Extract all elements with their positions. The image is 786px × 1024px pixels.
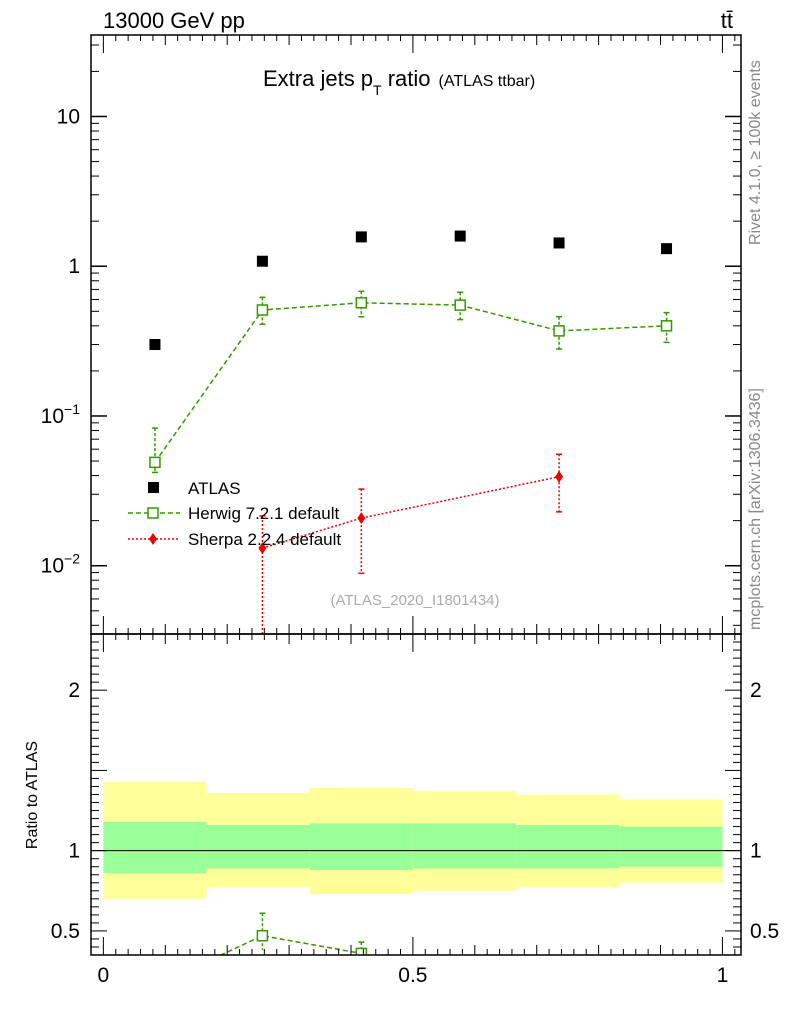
main-ytick-label-0: 10 xyxy=(57,105,80,128)
analysis-watermark: (ATLAS_2020_I1801434) xyxy=(330,592,499,609)
rivet-label: Rivet 4.1.0, ≥ 100k events xyxy=(747,60,764,245)
ratio-ylabel: Ratio to ATLAS xyxy=(24,741,41,849)
legend-marker-herwig xyxy=(147,507,159,519)
atlas-point-2 xyxy=(355,231,367,243)
herwig-line xyxy=(154,302,667,463)
legend: ATLAS Herwig 7.2.1 default Sherpa 2.2.4 … xyxy=(128,479,341,549)
ratio-ytick-label-left-2: 0.5 xyxy=(51,920,80,943)
band-inner-3 xyxy=(412,823,517,869)
herwig-point-3 xyxy=(454,299,466,311)
ratio-ytick-label-right-2: 0.5 xyxy=(750,920,779,943)
atlas-point-5 xyxy=(661,243,673,255)
chart-title: Extra jets pT ratio (ATLAS ttbar) xyxy=(263,66,535,98)
main-ytick-label-1: 1 xyxy=(68,255,80,278)
atlas-point-3 xyxy=(454,230,466,242)
energy-label: 13000 GeV pp xyxy=(103,8,245,33)
herwig-point-5 xyxy=(660,320,673,332)
mcplots-label: mcplots.cern.ch [arXiv:1306.3436] xyxy=(747,388,764,630)
herwig-point-0 xyxy=(149,456,161,469)
herwig-point-4 xyxy=(553,325,565,337)
atlas-point-4 xyxy=(553,237,565,249)
main-ytick-exp-3: −2 xyxy=(64,551,80,567)
ratio-ytick-label-left-0: 2 xyxy=(68,679,80,702)
band-inner-5 xyxy=(619,826,723,867)
sherpa-point-1 xyxy=(357,512,366,525)
ratio-herwig-line xyxy=(219,934,362,955)
ratio-ytick-label-right-1: 1 xyxy=(750,840,762,863)
main-plot xyxy=(149,230,673,634)
xtick-label-0: 0 xyxy=(98,964,110,987)
main-ytick-exp-2: −1 xyxy=(64,401,80,417)
legend-label-atlas: ATLAS xyxy=(188,479,241,498)
legend-marker-atlas xyxy=(148,482,159,493)
band-inner-0 xyxy=(103,821,207,874)
band-inner-2 xyxy=(309,823,413,870)
ratio-bands xyxy=(91,781,741,899)
process-label: tt̄ xyxy=(721,8,733,33)
herwig-point-2 xyxy=(355,297,368,309)
ratio-plot xyxy=(150,912,368,990)
band-inner-1 xyxy=(206,824,310,869)
ratio-herwig-point-1 xyxy=(256,929,269,942)
legend-label-herwig: Herwig 7.2.1 default xyxy=(188,504,339,523)
axis-ticks: 10 1 10−1 10−2 0 0.5 1 2 2 1 1 0.5 0.5 xyxy=(41,35,779,987)
main-ytick-label-3: 10−2 xyxy=(41,551,81,578)
atlas-point-0 xyxy=(149,339,161,351)
band-inner-4 xyxy=(516,824,620,869)
main-ytick-label-2: 10−1 xyxy=(41,401,81,428)
atlas-point-1 xyxy=(256,255,268,267)
herwig-point-1 xyxy=(256,304,269,316)
sherpa-point-2 xyxy=(555,470,564,483)
xtick-label-1: 0.5 xyxy=(398,964,427,987)
ratio-ytick-label-left-1: 1 xyxy=(68,840,80,863)
ratio-herwig-point-0 xyxy=(150,980,160,990)
xtick-label-2: 1 xyxy=(717,964,729,987)
ratio-herwig-point-2 xyxy=(355,947,368,955)
legend-marker-sherpa xyxy=(149,533,157,545)
sherpa-point-0 xyxy=(258,542,267,555)
legend-label-sherpa: Sherpa 2.2.4 default xyxy=(188,530,341,549)
ratio-ytick-label-right-0: 2 xyxy=(750,679,762,702)
